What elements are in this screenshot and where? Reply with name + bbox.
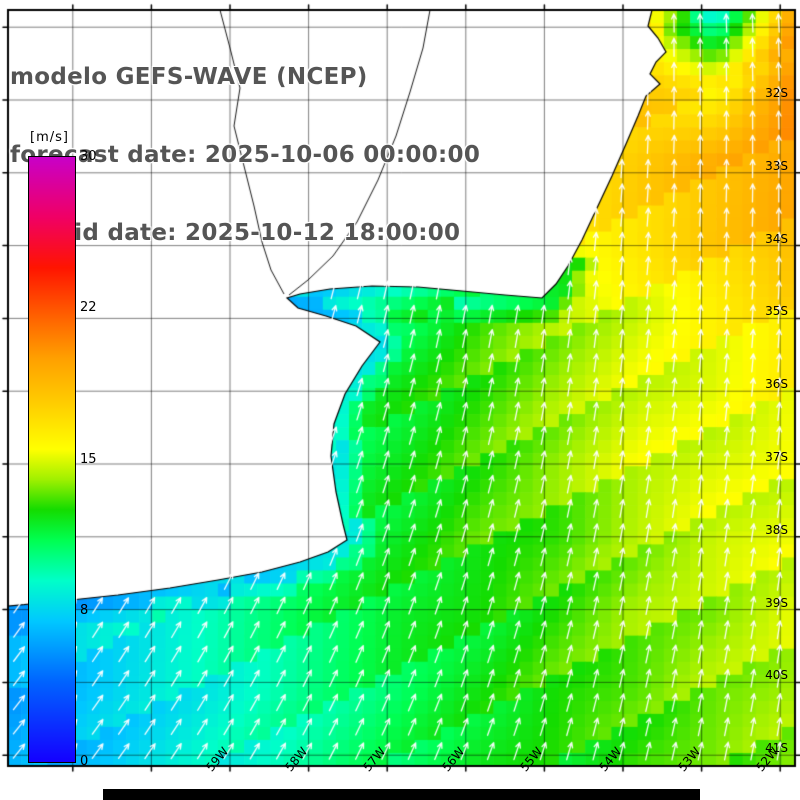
colorbar-unit-label: [m/s] [30, 130, 69, 145]
latitude-label: 39S [765, 595, 788, 610]
latitude-label: 35S [765, 304, 788, 319]
latitude-label: 32S [765, 86, 788, 100]
latitude-label: 37S [765, 450, 788, 464]
colorbar-tick-label: 22 [80, 300, 97, 316]
colorbar-gradient [28, 156, 76, 763]
colorbar-tick-label: 0 [80, 754, 89, 769]
latitude-label: 41S [765, 741, 788, 756]
colorbar: [m/s] 30 22 15 8 0 [28, 130, 98, 769]
latitude-label: 38S [765, 522, 788, 537]
latitude-label: 40S [765, 668, 788, 683]
colorbar-tick-label: 30 [80, 149, 97, 164]
latitude-label: 33S [765, 158, 788, 173]
colorbar-tick-label: 15 [80, 451, 97, 467]
latitude-label: 36S [765, 377, 788, 392]
colorbar-tick-label: 8 [80, 602, 89, 618]
footer-bar [103, 789, 700, 800]
model-title: modelo GEFS-WAVE (NCEP) [10, 64, 368, 90]
valid-date-line: valid date: 2025-10-12 18:00:00 [10, 220, 461, 246]
latitude-label: 34S [765, 231, 788, 246]
